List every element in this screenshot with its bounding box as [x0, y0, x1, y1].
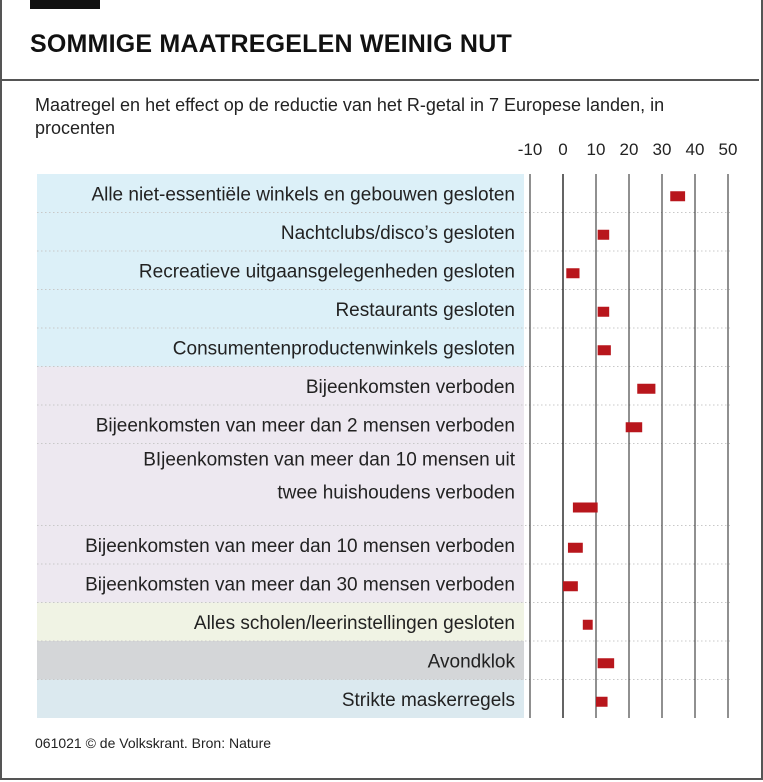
- row-background: [37, 443, 524, 526]
- row-background: [37, 564, 524, 603]
- row-background: [37, 212, 524, 251]
- range-bar: [572, 502, 598, 513]
- range-bar: [597, 345, 611, 356]
- row-background: [37, 251, 524, 290]
- range-bar: [597, 229, 610, 240]
- range-bar: [582, 619, 593, 630]
- row-label: Alles scholen/leerinstellingen gesloten: [194, 613, 515, 634]
- row-label: Bijeenkomsten van meer dan 30 mensen ver…: [85, 574, 515, 595]
- row-label: Bijeenkomsten van meer dan 10 mensen ver…: [85, 536, 515, 557]
- row-background: [37, 289, 524, 328]
- row-label: Bijeenkomsten van meer dan 2 mensen verb…: [96, 415, 515, 436]
- x-tick-label: 30: [653, 140, 672, 159]
- source-credit: 061021 © de Volkskrant. Bron: Nature: [35, 735, 272, 751]
- row-background: [37, 405, 524, 444]
- range-bar: [597, 306, 610, 317]
- range-bar: [596, 696, 608, 707]
- x-tick-label: 10: [587, 140, 606, 159]
- row-label: Avondklok: [428, 651, 516, 672]
- row-background: [37, 641, 524, 680]
- row-background: [37, 525, 524, 564]
- chart-subtitle: Maatregel en het effect op de reductie v…: [35, 95, 665, 138]
- row-background: [37, 602, 524, 641]
- row-label: Restaurants gesloten: [335, 300, 515, 321]
- title-divider: [0, 79, 759, 81]
- row-background: [37, 328, 524, 367]
- row-label: BIjeenkomsten van meer dan 10 mensen uit: [143, 450, 515, 471]
- row-background: [37, 366, 524, 405]
- row-background: [37, 679, 524, 718]
- range-bar: [625, 422, 643, 433]
- range-bar: [567, 542, 583, 553]
- x-tick-label: 20: [620, 140, 639, 159]
- x-tick-label: -10: [518, 140, 543, 159]
- row-label: Bijeenkomsten verboden: [306, 377, 515, 398]
- range-bar: [566, 268, 580, 279]
- row-label: Nachtclubs/disco’s gesloten: [281, 223, 515, 244]
- x-tick-label: 0: [558, 140, 567, 159]
- range-bar: [637, 383, 656, 394]
- row-label: Alle niet-essentiële winkels en gebouwen…: [91, 184, 515, 205]
- range-bar: [670, 191, 686, 202]
- row-label: Consumentenproductenwinkels gesloten: [173, 338, 515, 359]
- range-bar: [563, 581, 578, 592]
- header-accent-bar: [30, 0, 100, 9]
- x-tick-label: 50: [719, 140, 738, 159]
- row-background: [37, 174, 524, 213]
- chart-title: SOMMIGE MAATREGELEN WEINIG NUT: [30, 30, 512, 58]
- row-label: Recreatieve uitgaansgelegenheden geslote…: [139, 261, 515, 282]
- row-label: Strikte maskerregels: [342, 690, 515, 711]
- row-label: twee huishoudens verboden: [277, 483, 515, 504]
- x-tick-label: 40: [686, 140, 705, 159]
- range-bar: [597, 658, 615, 669]
